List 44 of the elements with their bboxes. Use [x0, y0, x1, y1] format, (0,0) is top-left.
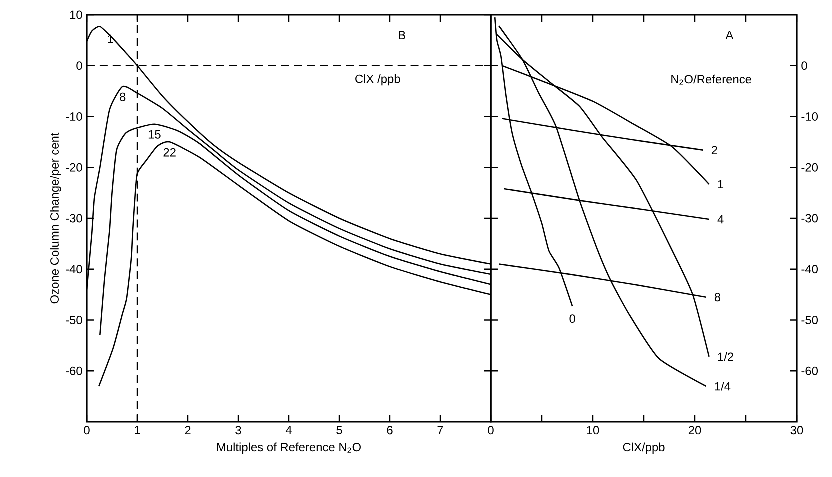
y-tick-label: 0: [76, 62, 82, 70]
y-tick-label: -50: [802, 316, 818, 324]
x-tick-label: 6: [387, 426, 393, 435]
annotation: B: [399, 31, 406, 40]
x-tick-label: 2: [185, 426, 191, 435]
series-label: 22: [164, 148, 176, 157]
y-axis-title: Ozone Column Change/per cent: [50, 132, 62, 304]
series-label: 1/4: [715, 382, 731, 391]
x-tick-label: 0: [84, 426, 90, 435]
x-tick-label: 0: [488, 426, 494, 435]
series-label: 15: [148, 130, 161, 139]
y-tick-label: -60: [802, 366, 818, 376]
y-tick-label: -10: [802, 112, 818, 121]
x-tick-label: 5: [336, 426, 342, 435]
series-label: 8: [120, 92, 126, 102]
series-label: 1: [718, 180, 724, 189]
x-tick-label: 4: [286, 426, 292, 434]
series-label: 1/2: [718, 352, 734, 362]
y-tick-label: 0: [802, 62, 808, 70]
x-tick-label: 3: [236, 426, 242, 435]
legend-title: ClX /ppb: [356, 74, 400, 86]
x-tick-label: 10: [587, 426, 600, 435]
x-axis-title: ClX/ppb: [623, 442, 665, 454]
y-tick-label: -20: [802, 163, 818, 172]
x-tick-label: 20: [688, 426, 702, 435]
y-tick-label: -50: [66, 316, 82, 324]
series-label: 8: [714, 293, 721, 302]
annotation: A: [726, 31, 734, 40]
y-tick-label: -30: [802, 214, 818, 223]
x-tick-label: 7: [438, 426, 444, 434]
y-tick-label: -40: [66, 265, 82, 274]
y-tick-label: -20: [66, 163, 82, 172]
x-axis-title: Multiples of Reference N$_{2}$O: [217, 442, 361, 454]
y-tick-label: 10: [70, 10, 82, 20]
legend-title: N$_{2}$O/Reference: [672, 74, 752, 86]
series-label: 0: [570, 314, 576, 324]
y-tick-label: -10: [66, 112, 82, 121]
x-tick-label: 1: [135, 426, 140, 434]
series-label: 2: [712, 146, 718, 154]
x-tick-label: 30: [790, 426, 804, 435]
series-label: 4: [718, 215, 724, 224]
y-tick-label: -40: [802, 265, 818, 274]
y-tick-label: -30: [66, 214, 82, 223]
y-tick-label: -60: [66, 366, 82, 376]
